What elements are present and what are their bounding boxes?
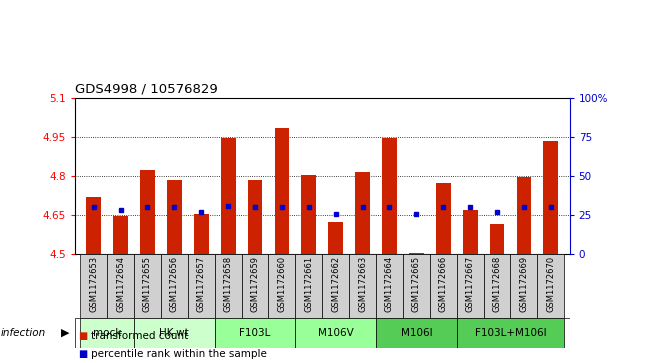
Bar bbox=[187, 254, 215, 318]
Bar bbox=[134, 318, 215, 348]
Bar bbox=[544, 141, 558, 254]
Text: GSM1172654: GSM1172654 bbox=[116, 256, 125, 312]
Bar bbox=[516, 178, 531, 254]
Bar bbox=[403, 254, 430, 318]
Text: ■: ■ bbox=[78, 349, 87, 359]
Text: HK-wt: HK-wt bbox=[159, 328, 189, 338]
Bar bbox=[87, 197, 101, 254]
Bar bbox=[436, 183, 450, 254]
Bar bbox=[376, 318, 457, 348]
Text: mock: mock bbox=[93, 328, 121, 338]
Bar bbox=[242, 254, 268, 318]
Text: GSM1172668: GSM1172668 bbox=[493, 256, 501, 312]
Bar bbox=[215, 254, 242, 318]
Text: GSM1172665: GSM1172665 bbox=[412, 256, 421, 312]
Text: GSM1172667: GSM1172667 bbox=[465, 256, 475, 312]
Text: GSM1172670: GSM1172670 bbox=[546, 256, 555, 312]
Text: GDS4998 / 10576829: GDS4998 / 10576829 bbox=[75, 82, 217, 95]
Text: GSM1172663: GSM1172663 bbox=[358, 256, 367, 312]
Text: transformed count: transformed count bbox=[91, 331, 188, 341]
Bar bbox=[140, 170, 155, 254]
Bar bbox=[113, 216, 128, 254]
Text: ▶: ▶ bbox=[61, 328, 69, 338]
Text: GSM1172653: GSM1172653 bbox=[89, 256, 98, 312]
Text: GSM1172660: GSM1172660 bbox=[277, 256, 286, 312]
Bar bbox=[355, 172, 370, 254]
Text: F103L+M106I: F103L+M106I bbox=[475, 328, 546, 338]
Text: GSM1172661: GSM1172661 bbox=[304, 256, 313, 312]
Text: GSM1172664: GSM1172664 bbox=[385, 256, 394, 312]
Bar bbox=[134, 254, 161, 318]
Bar bbox=[301, 175, 316, 254]
Text: F103L: F103L bbox=[240, 328, 271, 338]
Bar bbox=[296, 318, 376, 348]
Text: GSM1172666: GSM1172666 bbox=[439, 256, 448, 312]
Bar bbox=[457, 318, 564, 348]
Bar bbox=[409, 253, 424, 254]
Bar bbox=[221, 138, 236, 254]
Bar bbox=[322, 254, 349, 318]
Text: GSM1172659: GSM1172659 bbox=[251, 256, 260, 312]
Bar bbox=[268, 254, 296, 318]
Text: M106V: M106V bbox=[318, 328, 353, 338]
Bar bbox=[463, 210, 478, 254]
Text: percentile rank within the sample: percentile rank within the sample bbox=[91, 349, 267, 359]
Text: GSM1172656: GSM1172656 bbox=[170, 256, 179, 312]
Bar bbox=[80, 318, 134, 348]
Bar bbox=[275, 128, 289, 254]
Bar bbox=[167, 180, 182, 254]
Bar bbox=[107, 254, 134, 318]
Bar bbox=[247, 180, 262, 254]
Bar bbox=[430, 254, 457, 318]
Bar bbox=[457, 254, 484, 318]
Text: GSM1172655: GSM1172655 bbox=[143, 256, 152, 312]
Text: GSM1172669: GSM1172669 bbox=[519, 256, 529, 312]
Bar bbox=[161, 254, 187, 318]
Text: ■: ■ bbox=[78, 331, 87, 341]
Text: GSM1172658: GSM1172658 bbox=[224, 256, 232, 312]
Bar bbox=[537, 254, 564, 318]
Text: M106I: M106I bbox=[400, 328, 432, 338]
Text: GSM1172657: GSM1172657 bbox=[197, 256, 206, 312]
Bar bbox=[328, 221, 343, 254]
Text: infection: infection bbox=[1, 328, 46, 338]
Bar bbox=[194, 214, 208, 254]
Bar bbox=[376, 254, 403, 318]
Bar bbox=[484, 254, 510, 318]
Bar bbox=[510, 254, 537, 318]
Text: GSM1172662: GSM1172662 bbox=[331, 256, 340, 312]
Bar bbox=[490, 224, 505, 254]
Bar bbox=[80, 254, 107, 318]
Bar bbox=[382, 138, 397, 254]
Bar bbox=[349, 254, 376, 318]
Bar bbox=[215, 318, 296, 348]
Bar bbox=[296, 254, 322, 318]
